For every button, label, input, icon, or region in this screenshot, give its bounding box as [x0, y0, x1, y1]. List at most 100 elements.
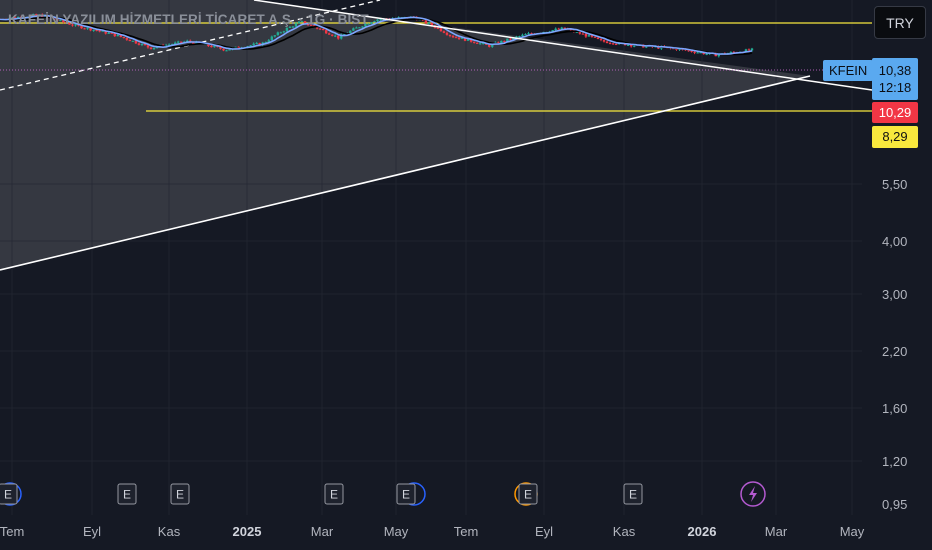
candle-body — [167, 44, 171, 46]
x-tick-label: Kas — [613, 524, 636, 539]
candle-body — [219, 46, 222, 49]
candle-body — [273, 35, 277, 37]
candle-body — [53, 18, 56, 20]
event-label: E — [629, 488, 637, 502]
candle-body — [98, 30, 101, 32]
candle-body — [376, 19, 379, 22]
earnings-event-marker[interactable]: E — [514, 482, 538, 506]
candle-body — [352, 28, 355, 31]
candle-body — [575, 31, 579, 33]
triangle-pattern-fill — [0, 0, 810, 270]
y-axis[interactable]: 5,50 4,00 3,00 2,20 1,60 1,20 0,95 — [882, 177, 907, 512]
candle-body — [44, 15, 47, 18]
event-label: E — [123, 488, 131, 502]
candle-body — [427, 22, 431, 24]
candle-body — [370, 22, 373, 24]
earnings-event-marker[interactable]: E — [0, 482, 22, 506]
descending-trend-line[interactable] — [253, 0, 873, 91]
candle-body — [521, 34, 524, 37]
candle-body — [267, 40, 270, 42]
candle-body — [445, 32, 449, 35]
candle-body — [596, 37, 600, 40]
candle-body — [361, 26, 364, 28]
event-label: E — [176, 488, 184, 502]
candle-body — [503, 40, 506, 42]
candle-body — [602, 40, 606, 42]
candle-body — [116, 35, 119, 37]
candle-body — [74, 24, 77, 26]
candle-body — [318, 28, 322, 30]
candle-body — [297, 21, 301, 24]
candle-body — [587, 35, 591, 37]
y-tick-label: 3,00 — [882, 287, 907, 302]
candle-body — [86, 27, 89, 29]
earnings-event-marker[interactable]: E — [117, 483, 137, 505]
candle-body — [578, 31, 582, 34]
candle-body — [506, 38, 509, 42]
event-label: E — [4, 488, 12, 502]
candle-body — [702, 52, 705, 55]
candle-body — [460, 37, 464, 39]
candle-body — [497, 42, 500, 44]
candle-body — [71, 24, 74, 26]
candle-body — [469, 38, 473, 42]
y-tick-label: 4,00 — [882, 234, 907, 249]
vertical-grid — [11, 0, 853, 515]
x-tick-label: May — [840, 524, 865, 539]
dashed-trend-line[interactable] — [0, 0, 381, 91]
y-tick-label: 0,95 — [882, 497, 907, 512]
ascending-trend-line[interactable] — [0, 75, 811, 271]
candle-body — [557, 28, 560, 30]
candle-body — [515, 36, 518, 38]
y-tick-label: 1,20 — [882, 454, 907, 469]
earnings-event-marker[interactable]: E — [396, 482, 426, 506]
last-price: 10,38 — [878, 63, 912, 78]
candle-body — [59, 19, 62, 21]
last-price-tag: 10,38 12:18 — [872, 58, 918, 100]
lightning-icon[interactable] — [740, 481, 766, 507]
event-label: E — [330, 488, 338, 502]
candle-body — [714, 53, 717, 57]
earnings-event-marker[interactable]: E — [623, 483, 643, 505]
candle-body — [225, 50, 228, 52]
x-axis[interactable]: Tem Eyl Kas 2025 Mar May Tem Eyl Kas 202… — [0, 524, 865, 539]
candle-body — [237, 46, 240, 49]
x-tick-label: Tem — [454, 524, 479, 539]
candle-body — [608, 43, 612, 45]
candle-body — [448, 34, 452, 36]
candle-body — [611, 43, 615, 45]
candle-body — [29, 15, 32, 18]
candle-body — [633, 45, 636, 47]
candle-body — [327, 33, 331, 35]
bar-countdown: 12:18 — [878, 80, 912, 95]
earnings-event-marker[interactable]: E — [170, 483, 190, 505]
x-tick-label: 2026 — [688, 524, 717, 539]
candle-body — [306, 24, 310, 26]
candle-body — [364, 23, 367, 27]
event-markers[interactable]: E E E E E E E — [0, 481, 766, 507]
candle-body — [56, 19, 59, 21]
x-tick-label: Mar — [311, 524, 334, 539]
candle-body — [143, 43, 147, 46]
candle-body — [104, 30, 107, 34]
currency-button[interactable]: TRY — [874, 6, 926, 39]
candle-body — [291, 26, 295, 28]
candle-body — [551, 30, 554, 32]
candle-body — [125, 38, 129, 40]
candle-body — [373, 21, 376, 23]
earnings-event-marker[interactable]: E — [324, 483, 344, 505]
candle-body — [134, 40, 138, 44]
candle-body — [173, 42, 177, 45]
candle-body — [614, 44, 618, 46]
candle-body — [210, 46, 213, 48]
candle-body — [530, 33, 533, 35]
candle-body — [89, 27, 92, 31]
x-tick-label: Eyl — [83, 524, 101, 539]
candle-body — [527, 33, 530, 35]
candle-body — [705, 53, 708, 55]
candle-body — [500, 40, 503, 44]
candle-body — [430, 22, 434, 26]
candle-body — [488, 44, 491, 47]
candle-body — [252, 43, 255, 46]
